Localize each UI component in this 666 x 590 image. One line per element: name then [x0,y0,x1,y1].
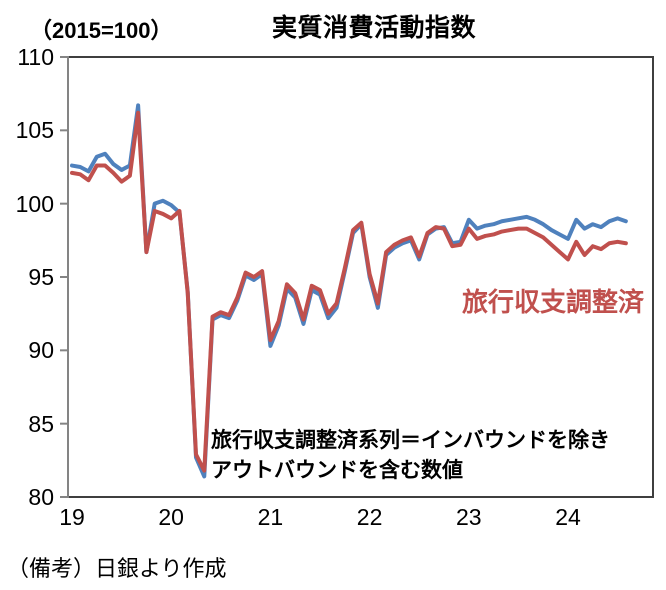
x-tick-label: 22 [356,504,383,530]
axis-unit-label: （2015=100） [30,18,173,43]
adjusted-series-label: 旅行収支調整済 [462,287,645,317]
adjusted-line [70,110,628,473]
y-tick-label: 95 [28,264,54,290]
annotation-block: 旅行収支調整済系列＝インバウンドを除き アウトバウンドを含む数値 [211,426,610,486]
plot-border [68,56,654,498]
y-tick-label: 110 [17,44,54,70]
y-tick-label: 85 [28,410,54,437]
y-tick-label: 80 [28,484,54,510]
y-tick-label: 90 [28,337,54,364]
x-tick-label: 21 [257,504,284,530]
chart-title: 実質消費活動指数 [272,14,477,42]
x-tick-label: 20 [158,504,184,530]
x-tick-label: 23 [456,504,482,530]
y-tick-label: 105 [15,117,54,144]
source-note: （備考）日銀より作成 [7,556,227,581]
x-tick-label: 24 [555,504,581,530]
x-tick-label: 19 [59,504,85,530]
annotation-line1: 旅行収支調整済系列＝インバウンドを除き [211,429,610,452]
annotation-line2: アウトバウンドを含む数値 [211,459,463,482]
y-tick-label: 100 [15,190,54,217]
